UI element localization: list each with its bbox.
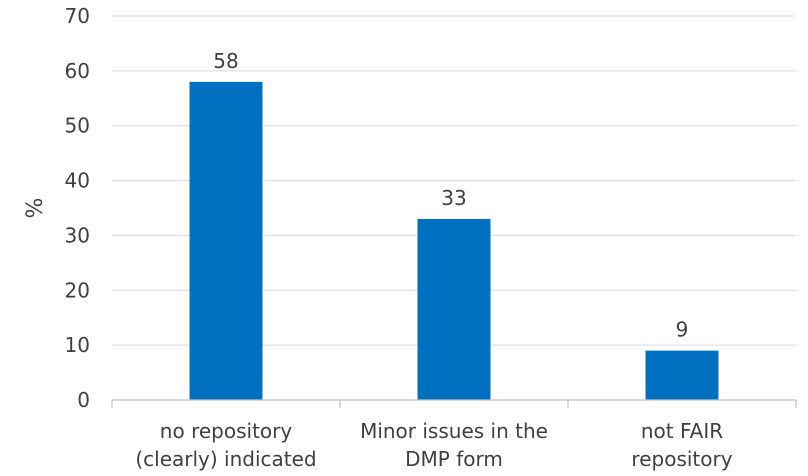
data-label: 9 (676, 318, 689, 342)
y-tick-label: 30 (65, 223, 90, 247)
y-tick-label: 10 (65, 333, 90, 357)
bar (189, 81, 263, 400)
y-tick-label: 70 (65, 4, 90, 28)
category-label: no repository (160, 419, 293, 443)
category-label: (clearly) indicated (135, 447, 316, 471)
x-axis (111, 399, 797, 408)
category-labels: no repository (clearly) indicated Minor is… (135, 419, 732, 471)
y-axis-title: % (23, 198, 48, 219)
y-tick-label: 60 (65, 59, 90, 83)
data-label: 58 (213, 49, 238, 73)
data-label: 33 (441, 186, 466, 210)
bar (417, 218, 491, 400)
data-labels: 58 33 9 (213, 49, 688, 342)
y-tick-label: 40 (65, 169, 90, 193)
y-tick-label: 20 (65, 278, 90, 302)
category-label: Minor issues in the (360, 419, 548, 443)
y-tick-label: 0 (77, 388, 90, 412)
y-tick-label: 50 (65, 114, 90, 138)
y-axis-ticks: 0 10 20 30 40 50 60 70 (65, 4, 90, 412)
category-label: repository (631, 447, 732, 471)
bar (645, 350, 719, 400)
category-label: DMP form (405, 447, 503, 471)
bars (189, 81, 719, 400)
category-label: not FAIR (641, 419, 723, 443)
